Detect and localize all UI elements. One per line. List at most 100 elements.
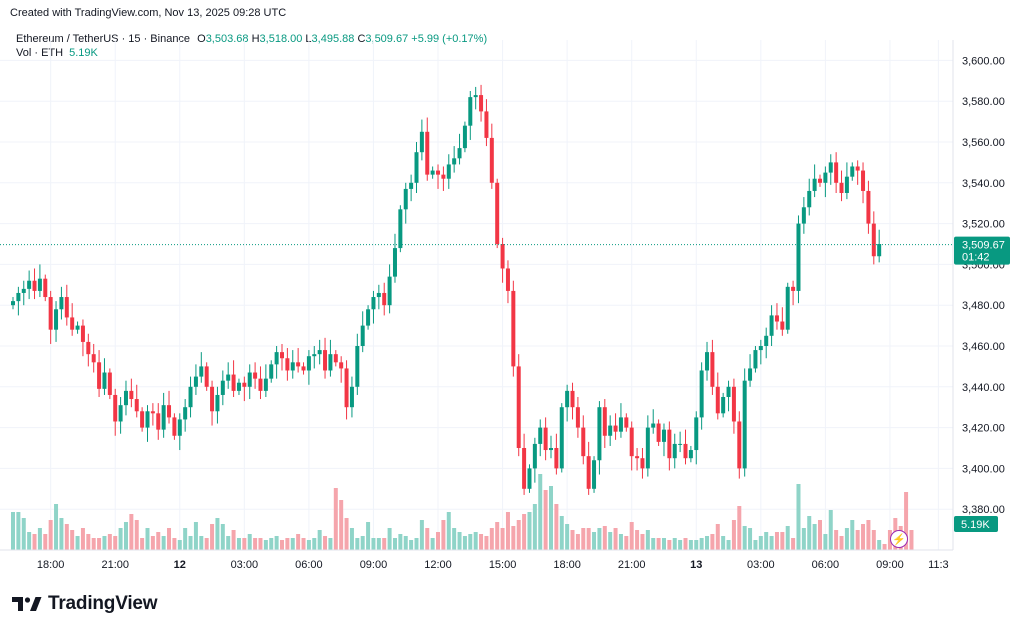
volume-bar — [280, 540, 284, 550]
candle-body — [656, 423, 661, 442]
volume-bar — [871, 530, 876, 550]
price-tick-label: 3,440.00 — [962, 382, 1005, 394]
volume-bar — [543, 490, 548, 550]
volume-bar — [796, 484, 801, 550]
candle-body — [495, 182, 500, 244]
volume-bar — [32, 534, 37, 550]
volume-bar — [758, 536, 763, 550]
volume-bar — [850, 520, 855, 550]
volume-value: 5.19K — [69, 47, 98, 59]
volume-bar — [134, 520, 139, 550]
volume-bar — [188, 536, 193, 550]
time-axis[interactable]: 18:00 21:00 12 03:00 06:00 09:00 12:00 15:00 18:… — [37, 559, 949, 571]
symbol-name[interactable]: Ethereum / TetherUS · 15 · Binance — [16, 33, 191, 45]
tradingview-logo-text: TradingView — [48, 593, 158, 614]
volume-bar — [828, 510, 833, 550]
volume-bar — [882, 544, 887, 550]
volume-bar — [441, 520, 446, 550]
volume-bar — [484, 536, 489, 550]
candle-body — [113, 394, 118, 422]
time-tick-label: 12:00 — [424, 559, 452, 571]
volume-bar — [48, 520, 53, 550]
volume-bar — [27, 532, 32, 550]
price-tick-label: 3,480.00 — [962, 300, 1005, 312]
candle-body — [468, 97, 473, 126]
candle-body — [145, 411, 150, 428]
candle-body — [473, 95, 478, 98]
volume-bar — [618, 534, 623, 550]
open-label: O — [197, 33, 206, 45]
candle-body — [280, 352, 284, 359]
volume-bar — [780, 532, 785, 550]
volume-bar — [468, 534, 473, 550]
volume-bars — [11, 474, 914, 550]
volume-bar — [791, 538, 796, 550]
volume-bar — [597, 528, 602, 550]
candle-body — [436, 170, 441, 175]
candle-body — [64, 297, 69, 318]
volume-bar — [199, 536, 204, 550]
candle-body — [247, 372, 252, 387]
time-tick-label: 13 — [690, 559, 702, 571]
candle-body — [226, 374, 231, 381]
candle-body — [27, 280, 32, 289]
volume-bar — [742, 526, 747, 550]
candle-body — [834, 162, 839, 183]
time-tick-label: 11:3 — [928, 559, 949, 571]
candle-body — [640, 458, 645, 469]
candle-body — [780, 321, 785, 330]
volume-bar — [215, 518, 220, 550]
candle-body — [785, 286, 790, 330]
candle-body — [317, 350, 322, 355]
volume-bar — [247, 534, 252, 550]
candle-body — [371, 297, 376, 310]
price-axis[interactable]: 3,380.00 3,400.00 3,420.00 3,440.00 3,460.00… — [962, 55, 1005, 516]
candle-body — [801, 207, 806, 224]
candle-body — [430, 170, 435, 175]
volume-bar — [21, 518, 26, 550]
volume-bar — [570, 530, 575, 550]
volume-label[interactable]: Vol · ETH — [16, 47, 64, 59]
candle-body — [511, 290, 516, 367]
candle-body — [549, 448, 553, 451]
candle-body — [118, 405, 123, 422]
candle-body — [11, 301, 15, 306]
volume-bar — [532, 504, 537, 550]
candle-body — [855, 166, 860, 171]
volume-bar — [855, 530, 860, 550]
tradingview-logo: TradingView — [12, 593, 158, 615]
volume-bar — [683, 538, 688, 550]
lightning-icon[interactable]: ⚡ — [890, 530, 908, 548]
candle-body — [21, 288, 26, 293]
candle-body — [263, 378, 268, 391]
candle-body — [812, 178, 817, 191]
candle-body — [742, 380, 747, 469]
low-value: 3,495.88 — [311, 33, 355, 45]
candle-body — [140, 411, 145, 428]
last-price-label: 3,509.67 — [962, 240, 1005, 252]
candle-body — [522, 448, 527, 489]
volume-bar — [715, 524, 720, 550]
volume-bar — [726, 540, 731, 550]
volume-bar — [505, 512, 510, 550]
high-label: H — [251, 33, 260, 45]
candle-body — [236, 382, 241, 391]
volume-bar — [877, 540, 882, 550]
candle-body — [107, 372, 112, 395]
volume-bar — [167, 528, 172, 550]
volume-bar — [360, 536, 365, 550]
candle-body — [764, 335, 769, 346]
volume-bar — [495, 522, 500, 550]
candle-body — [70, 317, 75, 330]
change-value: +5.99 (+0.17%) — [411, 33, 488, 45]
candle-body — [366, 309, 371, 326]
volume-bar — [904, 492, 909, 550]
open-value: 3,503.68 — [205, 33, 249, 45]
candle-body — [258, 378, 263, 391]
volume-bar — [258, 538, 263, 550]
candle-body — [721, 397, 726, 414]
candle-body — [349, 386, 354, 408]
time-tick-label: 03:00 — [231, 559, 259, 571]
time-tick-label: 15:00 — [489, 559, 517, 571]
